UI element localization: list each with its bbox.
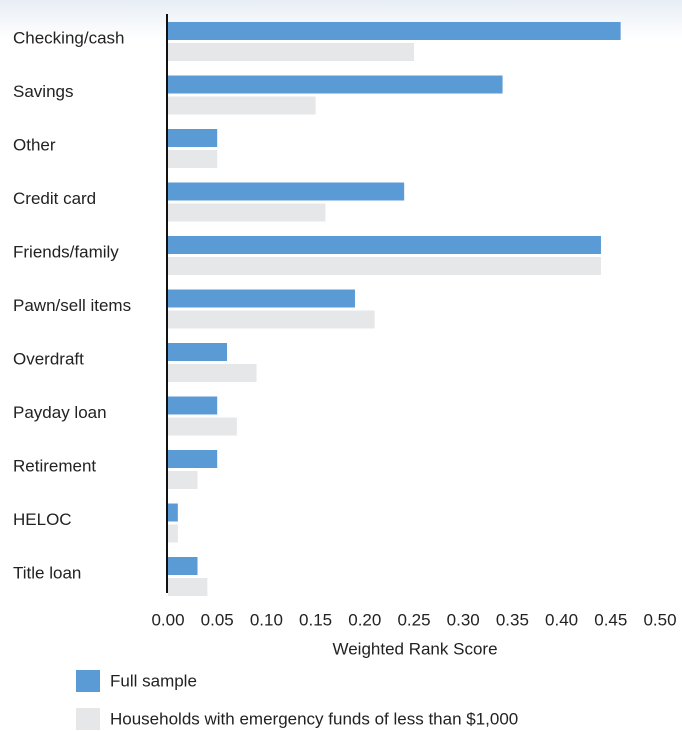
legend-swatch: [76, 670, 100, 692]
x-tick-label: 0.35: [496, 610, 529, 629]
category-label: Checking/cash: [13, 28, 125, 47]
category-label: Credit card: [13, 189, 96, 208]
category-label: Overdraft: [13, 349, 84, 368]
legend-label: Households with emergency funds of less …: [110, 709, 518, 728]
category-label: Title loan: [13, 563, 81, 582]
bar: [168, 450, 218, 468]
bar: [168, 203, 326, 222]
category-label: HELOC: [13, 510, 72, 529]
bar: [168, 396, 218, 415]
x-tick-label: 0.10: [250, 610, 283, 629]
x-tick-label: 0.45: [594, 610, 627, 629]
bar: [168, 524, 178, 543]
x-tick-label: 0.00: [151, 610, 184, 629]
bar: [168, 364, 257, 382]
category-label: Friends/family: [13, 242, 119, 261]
bar: [168, 22, 621, 40]
category-label: Payday loan: [13, 403, 107, 422]
category-label: Pawn/sell items: [13, 296, 131, 315]
category-label: Retirement: [13, 456, 96, 475]
bar: [168, 503, 178, 522]
bar: [168, 289, 355, 308]
bar: [168, 150, 218, 168]
bar: [168, 43, 414, 61]
bar: [168, 129, 218, 147]
x-tick-label: 0.50: [643, 610, 676, 629]
bar: [168, 578, 208, 596]
bar: [168, 417, 237, 436]
bar: [168, 75, 503, 94]
x-tick-label: 0.15: [299, 610, 332, 629]
bar: [168, 96, 316, 115]
legend-label: Full sample: [110, 671, 197, 690]
bar: [168, 471, 198, 489]
bar: [168, 236, 601, 254]
x-tick-label: 0.05: [201, 610, 234, 629]
bar: [168, 257, 601, 275]
category-label: Other: [13, 135, 56, 154]
bar: [168, 343, 228, 361]
bar: [168, 557, 198, 575]
bar: [168, 310, 375, 329]
x-tick-label: 0.30: [447, 610, 480, 629]
bar: [168, 182, 405, 201]
x-axis-label: Weighted Rank Score: [332, 639, 497, 658]
legend-swatch: [76, 708, 100, 730]
x-tick-label: 0.40: [545, 610, 578, 629]
x-tick-label: 0.20: [348, 610, 381, 629]
category-label: Savings: [13, 82, 73, 101]
x-tick-label: 0.25: [397, 610, 430, 629]
